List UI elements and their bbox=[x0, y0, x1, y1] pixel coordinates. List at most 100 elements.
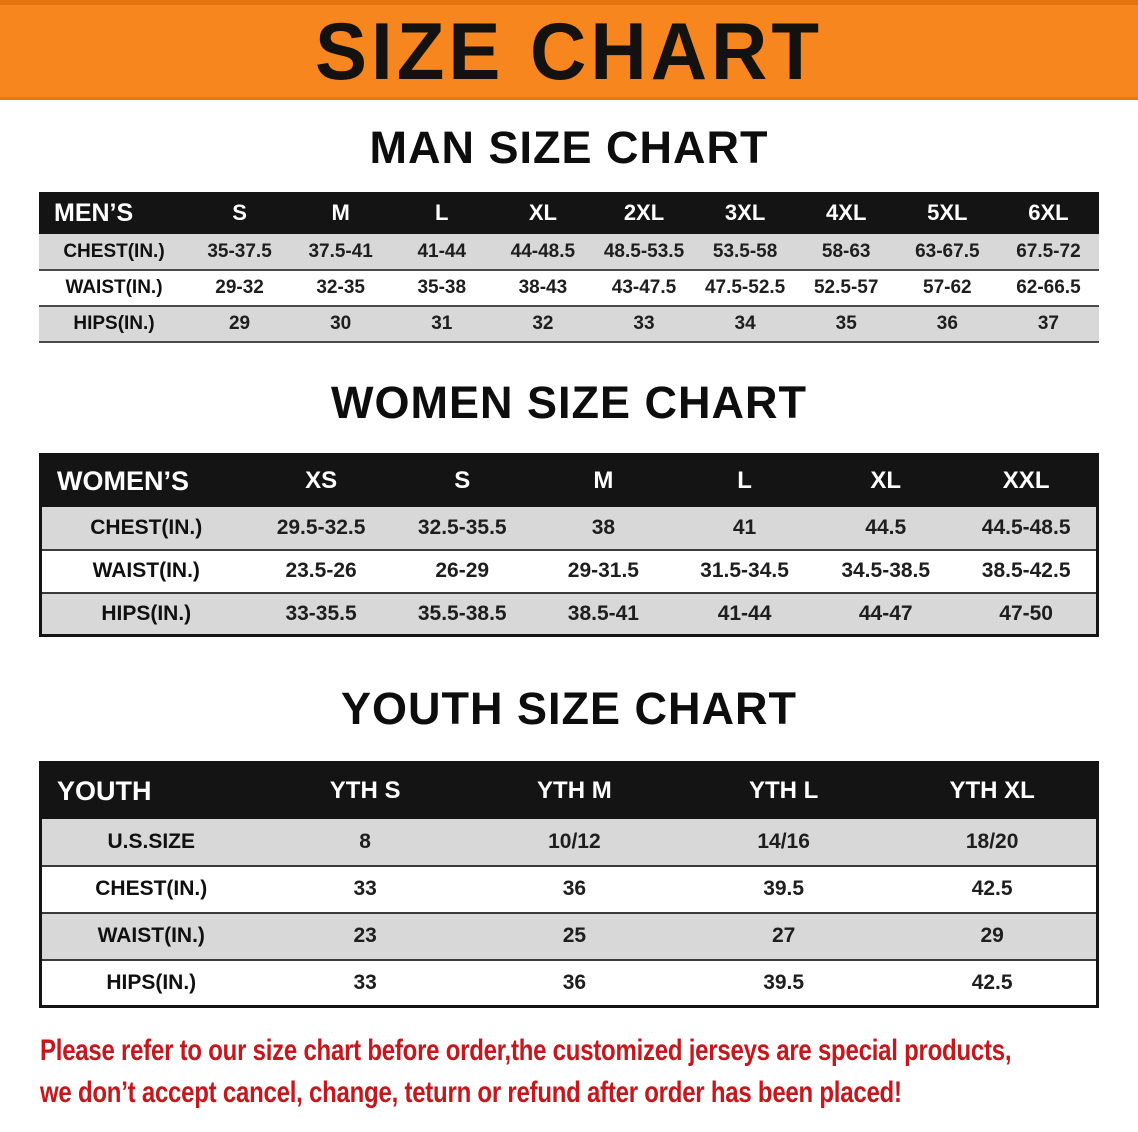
measurement-value: 47.5-52.5 bbox=[704, 277, 786, 298]
measurement-value: 44.5 bbox=[865, 515, 907, 539]
measurement-label: U.S.SIZE bbox=[107, 829, 196, 853]
measurement-value: 63-67.5 bbox=[915, 240, 980, 262]
men-size-table: MEN’S S M L XL 2XL 3XL 4XL 5XL 6XL CHEST(IN.) 35-37… bbox=[39, 192, 1099, 343]
measurement-row: CHEST(IN.) 35-37.5 37.5-41 41-44 44-48.5 48.5… bbox=[39, 234, 1099, 270]
size-header-cell: 5XL bbox=[896, 192, 998, 234]
measurement-row: CHEST(IN.) 29.5-32.5 32.5-35.5 38 41 44.5 44.5… bbox=[40, 506, 1098, 550]
measurement-value: 39.5 bbox=[763, 970, 805, 994]
size-header-cell: L bbox=[673, 454, 816, 507]
table-title-cell: YOUTH bbox=[40, 762, 261, 819]
measurement-value: 47-50 bbox=[999, 601, 1053, 625]
women-size-table: WOMEN’S XS S M L XL XXL CHEST(IN.) 29.5-32.5 32.5… bbox=[39, 453, 1099, 637]
measurement-value: 35.5-38.5 bbox=[417, 601, 507, 625]
size-header-cell: 2XL bbox=[593, 192, 695, 234]
measurement-value: 32 bbox=[532, 313, 554, 334]
notice-line-1: Please refer to our size chart before or… bbox=[40, 1030, 1098, 1072]
size-header-cell: M bbox=[532, 454, 674, 507]
measurement-row: CHEST(IN.) 33 36 39.5 42.5 bbox=[40, 865, 1098, 913]
measurement-value: 42.5 bbox=[971, 970, 1013, 994]
size-header-cell: 4XL bbox=[795, 192, 897, 234]
measurement-value: 35-37.5 bbox=[207, 240, 272, 262]
measurement-value: 32-35 bbox=[316, 277, 365, 298]
table-header-row: YOUTH YTH S YTH M YTH L YTH XL bbox=[40, 762, 1098, 819]
measurement-value: 35 bbox=[835, 313, 857, 334]
youth-size-table: YOUTH YTH S YTH M YTH L YTH XL U.S.SIZE 8 10/12… bbox=[39, 761, 1099, 1008]
notice-line-2-text: we don’t accept cancel, change, teturn o… bbox=[40, 1076, 902, 1109]
size-header-cell: YTH L bbox=[679, 762, 889, 819]
measurement-value: 18/20 bbox=[965, 829, 1019, 853]
measurement-value: 36 bbox=[562, 877, 587, 900]
size-header-cell: S bbox=[391, 454, 533, 507]
measurement-value: 38-43 bbox=[518, 277, 568, 298]
size-header-cell: YTH S bbox=[260, 762, 470, 819]
measurement-value: 32.5-35.5 bbox=[417, 515, 507, 539]
size-header-cell: L bbox=[391, 192, 493, 234]
measurement-value: 57-62 bbox=[923, 277, 972, 298]
size-header-cell: M bbox=[290, 192, 392, 234]
measurement-value: 37 bbox=[1037, 313, 1059, 334]
size-header-cell: XS bbox=[250, 454, 392, 507]
measurement-value: 38 bbox=[591, 515, 616, 539]
table-title-cell: MEN’S bbox=[39, 192, 189, 234]
measurement-value: 41 bbox=[732, 515, 757, 539]
size-header-cell: YTH M bbox=[469, 762, 679, 819]
measurement-value: 38.5-42.5 bbox=[981, 559, 1071, 582]
measurement-value: 29-31.5 bbox=[567, 559, 639, 582]
measurement-value: 52.5-57 bbox=[813, 277, 879, 298]
measurement-value: 36 bbox=[936, 313, 958, 334]
measurement-value: 10/12 bbox=[548, 829, 601, 853]
measurement-value: 42.5 bbox=[971, 877, 1013, 900]
women-size-section: WOMEN SIZE CHART WOMEN’S XS S M L XL XXL CHEST(… bbox=[0, 377, 1138, 637]
measurement-value: 29.5-32.5 bbox=[276, 515, 366, 539]
measurement-label: HIPS(IN.) bbox=[73, 313, 155, 334]
measurement-value: 37.5-41 bbox=[308, 240, 373, 262]
footer-notice: Please refer to our size chart before or… bbox=[0, 1030, 1138, 1114]
measurement-value: 41-44 bbox=[717, 601, 772, 625]
size-header-cell: XXL bbox=[956, 454, 1098, 507]
measurement-value: 31.5-34.5 bbox=[700, 559, 789, 582]
notice-line-1-text: Please refer to our size chart before or… bbox=[40, 1034, 1012, 1067]
women-section-heading: WOMEN SIZE CHART bbox=[331, 377, 807, 428]
measurement-value: 29-32 bbox=[215, 277, 264, 298]
measurement-value: 44-47 bbox=[858, 601, 913, 625]
measurement-row: HIPS(IN.) 29 30 31 32 33 34 35 36 37 bbox=[39, 306, 1099, 342]
measurement-value: 33 bbox=[353, 877, 377, 900]
measurement-value: 33 bbox=[633, 313, 655, 334]
banner: SIZE CHART bbox=[0, 0, 1138, 100]
size-header-cell: YTH XL bbox=[888, 762, 1098, 819]
measurement-label: CHEST(IN.) bbox=[95, 877, 208, 900]
measurement-value: 33 bbox=[353, 970, 377, 994]
table-header-row: WOMEN’S XS S M L XL XXL bbox=[40, 454, 1098, 507]
measurement-label: HIPS(IN.) bbox=[106, 970, 197, 994]
measurement-value: 38.5-41 bbox=[567, 601, 639, 625]
measurement-value: 39.5 bbox=[763, 877, 805, 900]
measurement-value: 48.5-53.5 bbox=[603, 240, 685, 262]
measurement-label: CHEST(IN.) bbox=[63, 240, 165, 262]
size-header-cell: XL bbox=[492, 192, 594, 234]
page-title: SIZE CHART bbox=[315, 5, 823, 97]
youth-section-heading: YOUTH SIZE CHART bbox=[340, 683, 797, 734]
measurement-row: HIPS(IN.) 33 36 39.5 42.5 bbox=[40, 959, 1098, 1007]
table-title-cell: WOMEN’S bbox=[40, 454, 251, 507]
measurement-value: 34 bbox=[734, 313, 756, 334]
youth-size-section: YOUTH SIZE CHART YOUTH YTH S YTH M YTH L YTH… bbox=[0, 683, 1138, 1008]
measurement-value: 30 bbox=[330, 313, 352, 334]
size-header-cell: S bbox=[189, 192, 291, 234]
men-section-heading: MAN SIZE CHART bbox=[369, 122, 769, 173]
measurement-value: 41-44 bbox=[417, 240, 467, 262]
size-header-cell: 6XL bbox=[997, 192, 1099, 234]
measurement-value: 43-47.5 bbox=[611, 277, 677, 298]
measurement-label: HIPS(IN.) bbox=[101, 601, 192, 625]
measurement-value: 29 bbox=[980, 924, 1004, 947]
measurement-value: 29 bbox=[228, 313, 251, 334]
measurement-label: WAIST(IN.) bbox=[97, 924, 205, 947]
size-header-cell: 3XL bbox=[694, 192, 796, 234]
measurement-row: WAIST(IN.) 29-32 32-35 35-38 38-43 43-47.5 47.… bbox=[39, 270, 1099, 306]
measurement-value: 23.5-26 bbox=[285, 559, 357, 582]
measurement-value: 26-29 bbox=[435, 559, 490, 582]
measurement-value: 35-38 bbox=[417, 277, 467, 298]
table-header-row: MEN’S S M L XL 2XL 3XL 4XL 5XL 6XL bbox=[39, 192, 1099, 234]
measurement-value: 25 bbox=[562, 924, 587, 947]
measurement-label: CHEST(IN.) bbox=[90, 515, 203, 539]
